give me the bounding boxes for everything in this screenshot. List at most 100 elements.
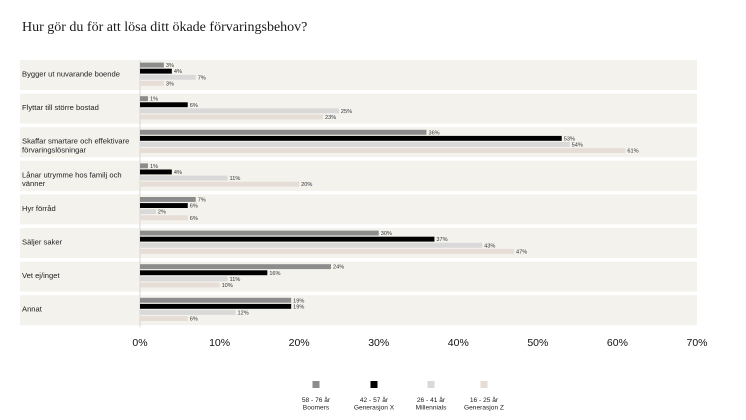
bar-value-label: 24% <box>333 265 344 271</box>
bar-value-label: 11% <box>230 277 241 283</box>
category-label: Skaffar smartare och effektivare <box>22 137 129 146</box>
bar <box>140 163 148 169</box>
bar <box>140 114 324 120</box>
x-tick-label: 70% <box>686 337 707 349</box>
x-tick-label: 20% <box>289 337 310 349</box>
legend-swatch <box>427 381 435 388</box>
x-tick-label: 50% <box>527 337 548 349</box>
bar-value-label: 7% <box>198 75 206 81</box>
bar-value-label: 19% <box>293 298 304 304</box>
bar <box>140 68 172 74</box>
category-label: Vet ej/inget <box>22 271 60 280</box>
category-label: Bygger ut nuvarande boende <box>22 70 120 79</box>
category-label: Flyttar till större bostad <box>22 103 99 112</box>
bar <box>140 316 188 321</box>
bar-value-label: 3% <box>166 81 174 87</box>
bar-value-label: 12% <box>237 311 248 317</box>
legend-label: Millennials <box>416 405 447 412</box>
bar-value-label: 7% <box>198 198 206 204</box>
bar <box>140 135 562 141</box>
category-label: Säljer saker <box>22 238 63 247</box>
bar-value-label: 3% <box>166 63 174 69</box>
bar <box>140 142 570 147</box>
bar-value-label: 11% <box>230 176 241 182</box>
bar-value-label: 2% <box>158 210 166 216</box>
legend-label: Generasjon Z <box>464 405 504 412</box>
bar-value-label: 53% <box>564 136 575 142</box>
bar-value-label: 6% <box>190 317 198 323</box>
bar <box>140 197 196 202</box>
bar <box>140 270 268 276</box>
bar-value-label: 30% <box>381 231 392 237</box>
legend-label: Generasjon X <box>354 405 395 412</box>
category-band <box>20 194 697 225</box>
category-band <box>20 93 697 124</box>
bar <box>140 175 228 181</box>
x-tick-label: 30% <box>368 337 389 349</box>
bar <box>140 230 379 236</box>
bar <box>140 303 292 309</box>
category-band <box>20 295 697 326</box>
bar-value-label: 6% <box>190 204 198 210</box>
bar <box>140 169 172 175</box>
legend-label: 26 - 41 år <box>417 396 446 404</box>
x-tick-label: 60% <box>607 337 628 349</box>
bar-value-label: 10% <box>222 283 233 289</box>
bar <box>140 62 164 68</box>
legend-label: 16 - 25 år <box>470 396 499 404</box>
bar <box>140 236 435 242</box>
bar <box>140 108 339 114</box>
bar-value-label: 1% <box>150 97 158 103</box>
bar <box>140 282 220 288</box>
bar-value-label: 47% <box>516 249 527 255</box>
bar-value-label: 36% <box>428 130 439 136</box>
bar <box>140 203 188 208</box>
category-label: Annat <box>22 305 43 314</box>
category-label: förvaringslösningar <box>22 145 87 154</box>
bar <box>140 148 626 153</box>
x-tick-label: 10% <box>209 337 230 349</box>
x-tick-label: 40% <box>448 337 469 349</box>
category-band <box>20 160 697 191</box>
bar <box>140 242 483 248</box>
bar-value-label: 16% <box>269 271 280 277</box>
bar <box>140 248 514 254</box>
category-label: Hyr förråd <box>22 204 56 213</box>
bar <box>140 74 196 80</box>
bar-value-label: 54% <box>572 143 583 149</box>
bar-value-label: 4% <box>174 69 182 75</box>
bar <box>140 297 292 303</box>
bar-value-label: 25% <box>341 109 352 115</box>
bar <box>140 215 188 221</box>
bar-value-label: 23% <box>325 115 336 121</box>
chart-title: Hur gör du för att lösa ditt ökade förva… <box>22 20 308 35</box>
bar <box>140 310 236 315</box>
category-band <box>20 60 697 90</box>
bar <box>140 181 300 187</box>
legend-label: 58 - 76 år <box>302 396 331 404</box>
bar-value-label: 1% <box>150 164 158 170</box>
bar <box>140 209 156 215</box>
bar <box>140 264 331 270</box>
bar-value-label: 6% <box>190 216 198 222</box>
legend-label: 42 - 57 år <box>360 396 389 404</box>
bar <box>140 129 427 135</box>
bar-value-label: 61% <box>627 149 638 155</box>
legend-swatch <box>312 381 320 388</box>
legend-label: Boomers <box>303 405 330 412</box>
x-tick-label: 0% <box>132 337 147 349</box>
bar <box>140 276 228 282</box>
legend-swatch <box>480 381 488 388</box>
bar <box>140 102 188 108</box>
bar <box>140 96 148 102</box>
bar-value-label: 6% <box>190 103 198 109</box>
bar <box>140 80 164 86</box>
bar-value-label: 43% <box>484 243 495 249</box>
legend-swatch <box>370 381 378 388</box>
category-label: vänner <box>22 179 46 188</box>
bar-value-label: 20% <box>301 182 312 188</box>
bar-value-label: 19% <box>293 304 304 310</box>
bar-value-label: 4% <box>174 170 182 176</box>
